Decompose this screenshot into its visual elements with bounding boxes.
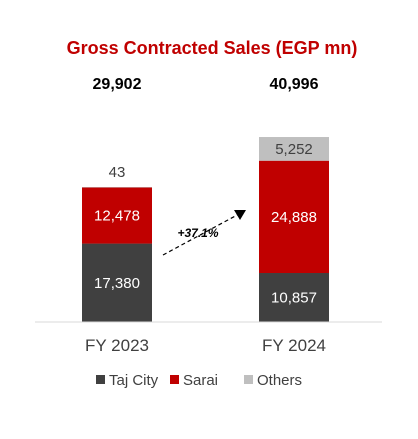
growth-arrow (162, 213, 240, 256)
bar-others-fy-2023 (82, 187, 152, 188)
chart-title: Gross Contracted Sales (EGP mn) (67, 38, 358, 58)
bars-group: 17,380 12,478 43 10,857 24,888 5,252 (82, 137, 329, 322)
growth-label: +37.1% (177, 226, 218, 240)
legend-swatch-taj-city (96, 375, 105, 384)
category-label-fy2024: FY 2024 (262, 336, 326, 355)
legend-swatch-sarai (170, 375, 179, 384)
legend-label-sarai: Sarai (183, 372, 218, 389)
legend-label-others: Others (257, 372, 302, 389)
bar-others-fy-2024 (259, 137, 329, 161)
data-label-taj-city-fy-2024: 10,857 (271, 290, 317, 307)
bar-taj-city-fy-2024 (259, 273, 329, 322)
legend-swatch-others (244, 375, 253, 384)
data-label-sarai-fy-2023: 12,478 (94, 207, 140, 224)
bar-sarai-fy-2023 (82, 187, 152, 244)
growth-annotation: +37.1% (162, 210, 246, 256)
bar-sarai-fy-2024 (259, 160, 329, 274)
data-label-others-fy-2024: 5,252 (275, 141, 313, 158)
legend-label-taj-city: Taj City (109, 372, 159, 389)
legend: Taj City Sarai Others (96, 372, 302, 389)
data-label-others-fy-2023: 43 (109, 164, 126, 181)
data-label-taj-city-fy-2023: 17,380 (94, 275, 140, 292)
growth-arrowhead (234, 210, 246, 220)
bar-taj-city-fy-2023 (82, 243, 152, 322)
total-label-fy2023: 29,902 (93, 76, 142, 93)
data-label-sarai-fy-2024: 24,888 (271, 209, 317, 226)
category-label-fy2023: FY 2023 (85, 336, 149, 355)
total-label-fy2024: 40,996 (270, 76, 319, 93)
